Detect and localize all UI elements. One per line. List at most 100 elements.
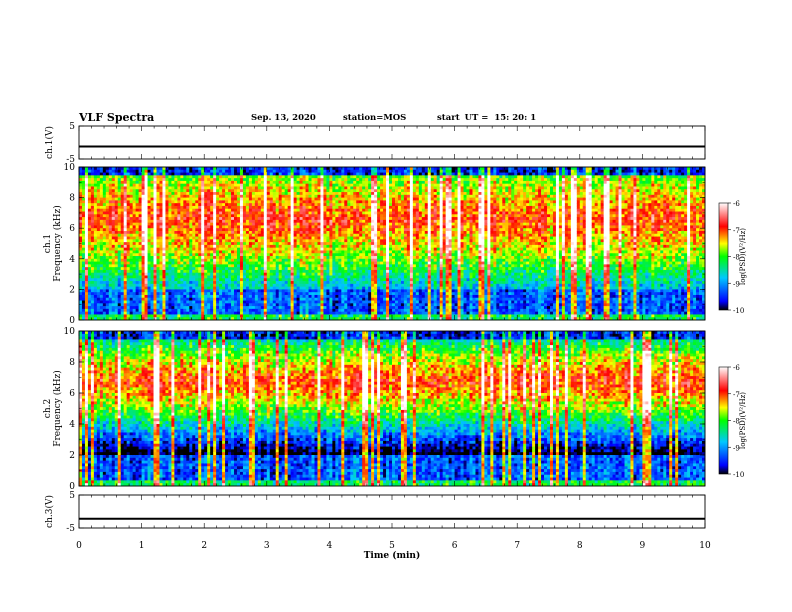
spectrogram-cell [144, 228, 148, 232]
spectrogram-cell [314, 294, 318, 299]
spectrogram-cell [93, 306, 98, 310]
spectrogram-cell [245, 239, 250, 243]
spectrogram-cell [287, 236, 292, 240]
spectrogram-cell [90, 180, 95, 185]
spectrogram-cell [159, 205, 163, 210]
spectrogram-cell [311, 253, 315, 257]
spectrogram-cell [281, 256, 286, 260]
spectrogram-cell [99, 292, 104, 296]
spectrogram-cell [302, 294, 306, 299]
spectrogram-cell [305, 175, 309, 179]
spectrogram-cell [242, 228, 247, 232]
spectrogram-cell [204, 178, 208, 182]
spectrogram-cell [105, 175, 110, 179]
spectrogram-cell [248, 167, 253, 171]
spectrogram-cell [117, 267, 122, 271]
spectrogram-cell [332, 175, 336, 179]
spectrogram-cell [269, 219, 274, 224]
spectrogram-cell [266, 197, 271, 201]
spectrogram-cell [266, 275, 271, 279]
spectrogram-cell [99, 267, 104, 271]
spectrogram-cell [201, 317, 205, 321]
spectrogram-cell [126, 314, 131, 318]
spectrogram-cell [216, 230, 220, 235]
spectrogram-cell [248, 180, 253, 185]
spectrogram-cell [254, 203, 259, 207]
spectrogram-cell [114, 297, 119, 301]
spectrogram-cell [272, 283, 277, 288]
spectrogram-cell [341, 233, 345, 237]
spectrogram-cell [272, 244, 277, 249]
spectrogram-cell [248, 297, 253, 301]
spectrogram-cell [114, 272, 119, 276]
spectrogram-cell [207, 211, 211, 215]
spectrogram-cell [162, 311, 166, 315]
spectrogram-cell [293, 267, 298, 271]
spectrogram-cell [305, 292, 309, 296]
spectrogram-cell [299, 217, 303, 221]
spectrogram-cell [165, 208, 169, 212]
spectrogram-cell [132, 247, 137, 251]
spectrogram-cell [120, 258, 125, 262]
spectrogram-cell [302, 183, 306, 187]
spectrogram-cell [183, 214, 187, 218]
spectrogram-cell [228, 242, 232, 246]
spectrogram-cell [189, 228, 193, 232]
spectrogram-cell [114, 225, 119, 229]
spectrogram-cell [323, 317, 327, 321]
spectrogram-cell [105, 317, 110, 321]
spectrogram-cell [234, 225, 238, 229]
spectrogram-cell [144, 169, 148, 173]
spectrogram-cell [204, 197, 208, 201]
spectrogram-cell [138, 292, 142, 296]
spectrogram-cell [269, 167, 274, 171]
spectrogram-cell [347, 186, 351, 190]
spectrogram-cell [114, 286, 119, 290]
spectrogram-cell [335, 247, 339, 251]
spectrogram-cell [168, 272, 172, 276]
spectrogram-cell [132, 308, 137, 313]
spectrogram-cell [138, 294, 142, 299]
spectrogram-cell [105, 192, 110, 196]
spectrogram-cell [299, 225, 303, 229]
spectrogram-cell [263, 175, 268, 179]
spectrogram-cell [242, 278, 247, 282]
spectrogram-cell [81, 222, 86, 226]
spectrogram-cell [123, 239, 128, 243]
spectrogram-cell [138, 239, 142, 243]
spectrogram-cell [296, 167, 300, 171]
spectrogram-cell [275, 183, 280, 187]
spectrogram-cell [183, 256, 187, 260]
spectrogram-cell [219, 225, 223, 229]
spectrogram-cell [126, 197, 131, 201]
spectrogram-cell [308, 189, 312, 193]
spectrogram-cell [111, 314, 116, 318]
spectrogram-cell [278, 192, 283, 196]
spectrogram-cell [180, 239, 184, 243]
spectrogram-cell [216, 228, 220, 232]
spectrogram-cell [266, 230, 271, 235]
spectrogram-cell [290, 281, 295, 285]
spectrogram-cell [153, 222, 157, 226]
spectrogram-cell [335, 292, 339, 296]
spectrogram-cell [96, 219, 101, 224]
spectrogram-cell [236, 303, 241, 307]
spectrogram-cell [317, 169, 321, 173]
spectrogram-cell [338, 236, 342, 240]
spectrogram-cell [204, 189, 208, 193]
spectrogram-cell [120, 205, 125, 210]
spectrogram-cell [225, 233, 229, 237]
spectrogram-cell [213, 197, 217, 201]
spectrogram-cell [159, 283, 163, 288]
spectrogram-cell [177, 186, 181, 190]
spectrogram-cell [314, 205, 318, 210]
spectrogram-cell [177, 178, 181, 182]
spectrogram-cell [177, 253, 181, 257]
spectrogram-cell [210, 175, 214, 179]
spectrogram-cell [326, 178, 330, 182]
spectrogram-cell [204, 250, 208, 254]
spectrogram-cell [228, 186, 232, 190]
spectrogram-cell [201, 236, 205, 240]
spectrogram-cell [275, 186, 280, 190]
spectrogram-cell [84, 233, 89, 237]
